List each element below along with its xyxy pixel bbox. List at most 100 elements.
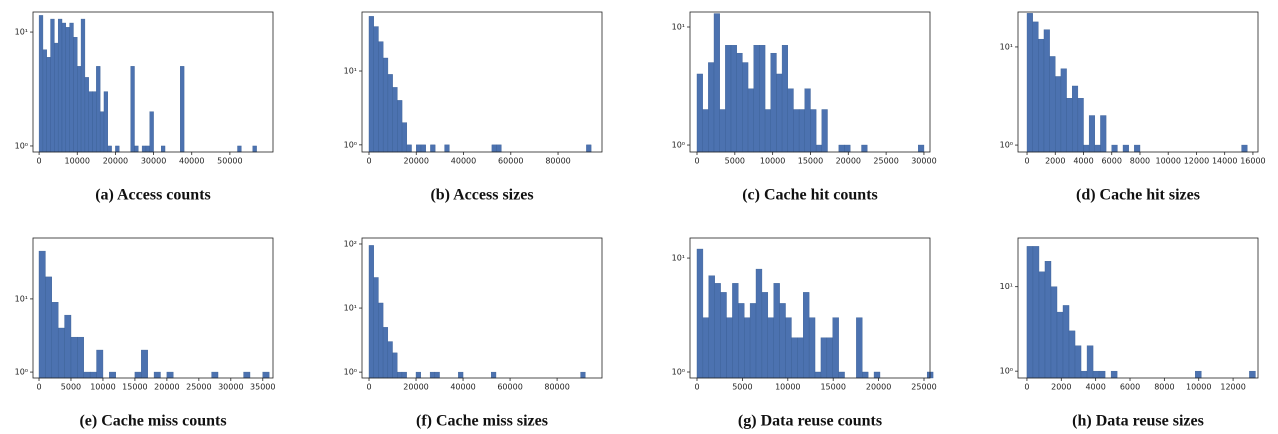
x-tick-label: 8000 [1130,157,1150,166]
bar [1072,85,1079,153]
bar [1094,144,1101,153]
bar [719,109,726,153]
bar [759,45,766,153]
bar [89,371,97,379]
bar [92,91,97,153]
x-tick-label: 50000 [217,157,242,166]
x-tick-label: 40000 [179,157,204,166]
bar [814,371,822,379]
x-tick-label: 20000 [404,157,429,166]
x-tick-label: 0 [36,383,41,392]
x-tick-label: 30000 [218,383,243,392]
bar [420,144,426,153]
bar [838,144,845,153]
x-tick-label: 12000 [1184,157,1209,166]
bar [753,45,760,153]
bar [838,371,845,379]
bar [378,41,384,153]
y-tick-label: 10¹ [344,67,357,76]
bar [713,13,720,153]
bar [726,317,733,379]
bar [166,371,174,379]
bar [161,145,166,153]
bar [738,303,745,379]
bar [70,336,78,379]
caption: (f) Cache miss sizes [416,413,548,430]
bar [708,275,715,379]
bar [720,292,727,379]
bar [1088,115,1096,153]
x-tick-label: 15000 [122,383,147,392]
plot-frame [689,237,931,379]
bar [862,371,869,379]
x-tick-label: 60000 [497,383,522,392]
bar [826,337,833,379]
bar [804,88,811,153]
plot-frame [361,237,603,379]
bar [415,371,421,379]
bar [1038,38,1045,153]
bar [821,109,828,153]
x-tick-label: 20000 [403,383,428,392]
bar [787,88,794,153]
bar [742,62,749,153]
bar [211,371,219,379]
x-tick-label: 4000 [1085,383,1105,392]
x-tick-label: 80000 [544,383,569,392]
bar [856,317,863,379]
caption: (b) Access sizes [430,187,533,204]
bar [434,371,440,379]
x-tick-label: 35000 [250,383,275,392]
bar [696,73,703,153]
x-tick-label: 16000 [1240,157,1265,166]
x-tick-label: 10000 [1155,157,1180,166]
x-tick-label: 8000 [1154,383,1174,392]
bar [744,317,751,379]
x-tick-label: 15000 [820,383,845,392]
bar [69,22,74,153]
bar [141,349,148,379]
bar [1062,305,1070,379]
bar [88,91,93,153]
bar [844,144,851,153]
x-tick-label: 20000 [154,383,179,392]
bar [77,66,82,153]
bar [54,42,59,153]
bar [586,144,592,153]
bar [1026,13,1033,153]
bar [761,292,769,379]
bar [580,371,586,379]
bar [1100,115,1107,153]
bar [96,349,104,379]
bar [918,144,925,153]
bar [145,145,150,153]
bar [873,371,881,379]
y-tick-label: 10⁰ [15,141,28,150]
plot-frame [32,237,274,379]
bar [392,352,398,379]
bar [429,371,436,379]
bar [401,371,407,379]
bar [798,109,805,153]
bar [180,66,185,153]
bar [1032,21,1039,153]
bar [832,317,839,379]
bar [776,73,783,153]
x-tick-label: 6000 [1102,157,1122,166]
bar [1080,370,1088,379]
bar [50,18,55,153]
bar [1241,144,1248,153]
bar [747,88,754,153]
x-tick-label: 40000 [451,157,476,166]
bar [397,100,403,153]
bar [755,268,763,379]
bar [134,371,142,379]
bar [84,77,89,153]
bar [262,371,270,379]
bar [1026,246,1034,379]
bar [237,145,242,153]
bar [736,52,743,153]
x-tick-label: 0 [366,157,371,166]
x-tick-label: 15000 [798,157,823,166]
bar [1038,271,1046,379]
